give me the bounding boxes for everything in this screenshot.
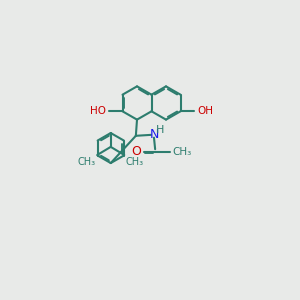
- Text: O: O: [131, 146, 141, 158]
- Text: CH₃: CH₃: [125, 157, 143, 167]
- Text: H: H: [156, 124, 164, 135]
- Text: HO: HO: [89, 106, 106, 116]
- Text: CH₃: CH₃: [172, 147, 191, 157]
- Text: N: N: [149, 128, 159, 141]
- Text: OH: OH: [197, 106, 214, 116]
- Text: CH₃: CH₃: [78, 157, 96, 167]
